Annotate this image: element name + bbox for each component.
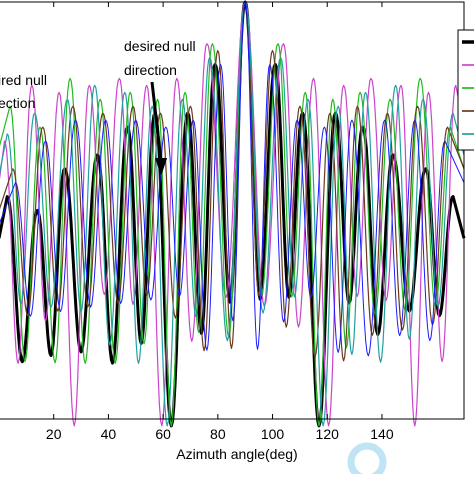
x-axis-ticks: 20 40 60 80 100 120 140: [46, 2, 394, 442]
series-line: [0, 1, 465, 357]
legend: [457, 29, 474, 151]
x-tick-label: 60: [155, 426, 171, 442]
annotations: desired null direction ired null ection: [0, 38, 196, 176]
series-curves: [0, 0, 466, 428]
annotation-arrowhead: [155, 158, 168, 176]
x-tick-label: 100: [261, 426, 285, 442]
x-tick-label: 40: [101, 426, 117, 442]
x-tick-label: 80: [210, 426, 226, 442]
x-tick-label: 20: [46, 426, 62, 442]
axes-frame: [0, 1, 465, 420]
series-line: [0, 1, 465, 362]
annotation-text: ired null ection: [0, 72, 47, 111]
series-line: [0, 1, 465, 427]
legend-box: [457, 29, 474, 151]
x-tick-label: 140: [370, 426, 394, 442]
annotation-arrow: [150, 81, 163, 163]
x-axis-label: Azimuth angle(deg): [176, 446, 297, 462]
annotation-text: desired null direction: [124, 38, 196, 78]
series-line: [0, 0, 466, 428]
series-line: [0, 1, 465, 427]
x-tick-label: 120: [316, 426, 340, 442]
